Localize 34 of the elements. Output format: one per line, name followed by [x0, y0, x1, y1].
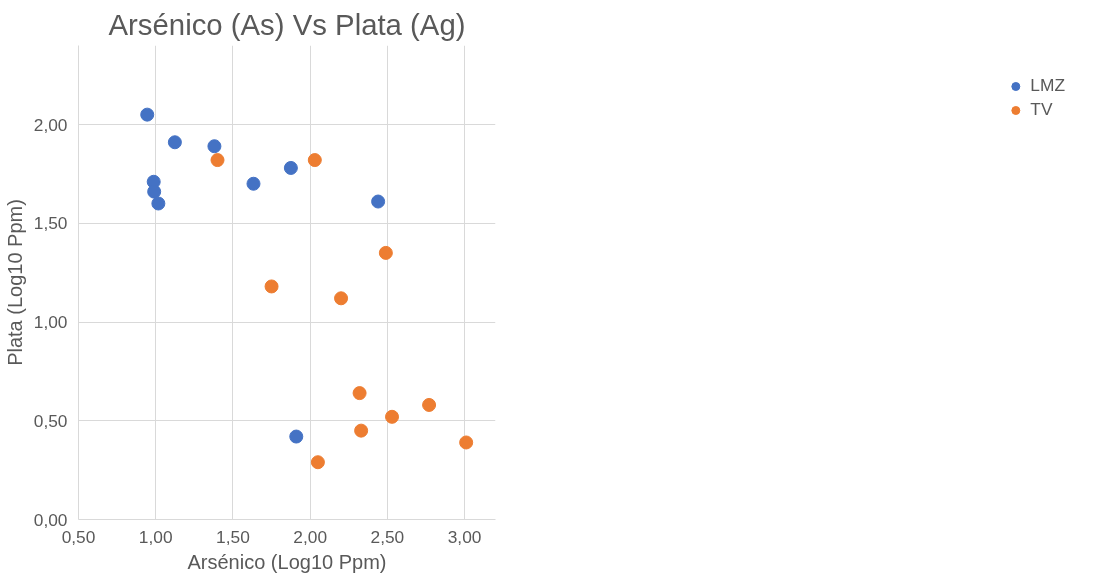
point: [354, 423, 369, 438]
point: [459, 435, 474, 450]
x-tick-label: 2,50: [370, 526, 405, 547]
point: [289, 429, 304, 444]
y-axis-title: Plata (Log10 Ppm): [3, 199, 26, 366]
point: [371, 194, 386, 209]
point: [310, 455, 325, 470]
legend-label: LMZ: [1030, 75, 1065, 96]
point: [140, 107, 155, 122]
y-tick-label: 2,00: [33, 114, 68, 135]
y-tick-label: 1,50: [33, 213, 68, 234]
point: [334, 291, 349, 306]
point: [210, 153, 225, 168]
point: [207, 139, 222, 154]
x-tick-label: 2,00: [293, 526, 328, 547]
point: [264, 279, 279, 294]
y-tick-label: 1,00: [33, 312, 68, 332]
point: [151, 196, 166, 211]
x-tick-label: 3,00: [447, 526, 482, 547]
chart-title: Arsénico (As) Vs Plata (Ag): [108, 7, 466, 41]
point: [307, 153, 322, 168]
point: [147, 184, 162, 199]
x-tick-label: 1,00: [138, 526, 173, 547]
point: [283, 160, 298, 175]
point: [352, 386, 367, 401]
legend-label: TV: [1030, 99, 1053, 120]
x-axis-title: Arsénico (Log10 Ppm): [187, 550, 387, 573]
x-tick-label: 1,50: [216, 526, 250, 547]
point: [385, 409, 400, 424]
point: [422, 397, 437, 412]
point: [167, 135, 182, 150]
point: [246, 176, 261, 191]
y-tick-label: 0,50: [33, 410, 68, 431]
point: [378, 245, 393, 260]
